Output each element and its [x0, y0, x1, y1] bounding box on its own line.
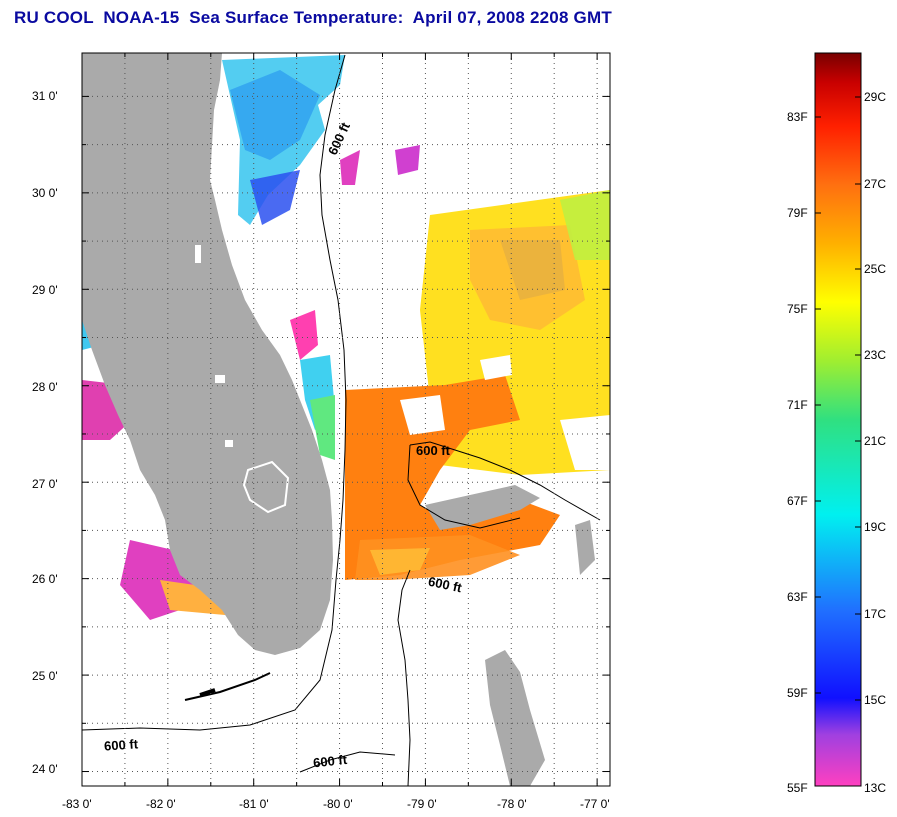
lon-tick-label: -80 0' — [323, 797, 353, 811]
isobath-600ft — [82, 54, 601, 786]
colorbar-f-label: 79F — [787, 206, 808, 220]
lat-axis: 31 0' 30 0' 29 0' 28 0' 27 0' 26 0' 25 0… — [32, 89, 58, 776]
graticule — [82, 53, 610, 786]
lat-tick-label: 31 0' — [32, 89, 58, 103]
lon-axis: -83 0' -82 0' -81 0' -80 0' -79 0' -78 0… — [62, 797, 610, 811]
lon-tick-label: -78 0' — [497, 797, 527, 811]
colorbar-c-label: 17C — [864, 607, 886, 621]
contour-label: 600 ft — [427, 574, 464, 596]
colorbar-c-label: 21C — [864, 434, 886, 448]
lat-tick-label: 29 0' — [32, 283, 58, 297]
map-frame — [81, 52, 611, 787]
florida-land — [82, 53, 333, 655]
colorbar-f-label: 63F — [787, 590, 808, 604]
lon-tick-label: -77 0' — [580, 797, 610, 811]
colorbar-c-label: 19C — [864, 520, 886, 534]
colorbar: 83F 79F 75F 71F 67F 63F 59F 55F 29C 27C … — [787, 52, 886, 795]
lat-tick-label: 30 0' — [32, 186, 58, 200]
chart-title: RU COOL NOAA-15 Sea Surface Temperature:… — [14, 8, 612, 27]
colorbar-c-label: 15C — [864, 693, 886, 707]
lon-tick-label: -79 0' — [407, 797, 437, 811]
colorbar-c-label: 29C — [864, 90, 886, 104]
colorbar-f-label: 83F — [787, 110, 808, 124]
colorbar-c-label: 23C — [864, 348, 886, 362]
lat-tick-label: 28 0' — [32, 380, 58, 394]
contour-label: 600 ft — [312, 752, 348, 771]
contour-label: 600 ft — [416, 443, 451, 458]
lon-tick-label: -82 0' — [146, 797, 176, 811]
colorbar-c-label: 27C — [864, 177, 886, 191]
colorbar-c-label: 13C — [864, 781, 886, 795]
lat-tick-label: 27 0' — [32, 477, 58, 491]
colorbar-f-label: 75F — [787, 302, 808, 316]
contour-label: 600 ft — [104, 736, 140, 753]
lat-tick-label: 24 0' — [32, 762, 58, 776]
bahamas-land — [425, 485, 540, 530]
lon-tick-label: -83 0' — [62, 797, 92, 811]
colorbar-c-label: 25C — [864, 262, 886, 276]
sst-field — [82, 55, 610, 620]
colorbar-f-label: 55F — [787, 781, 808, 795]
lat-tick-label: 26 0' — [32, 572, 58, 586]
colorbar-f-label: 67F — [787, 494, 808, 508]
lat-tick-label: 25 0' — [32, 669, 58, 683]
colorbar-f-label: 71F — [787, 398, 808, 412]
colorbar-gradient — [814, 52, 862, 787]
colorbar-f-label: 59F — [787, 686, 808, 700]
axis-ticks — [81, 53, 610, 786]
map-area: 600 ft 600 ft 600 ft 600 ft 600 ft — [82, 53, 610, 786]
lon-tick-label: -81 0' — [239, 797, 269, 811]
